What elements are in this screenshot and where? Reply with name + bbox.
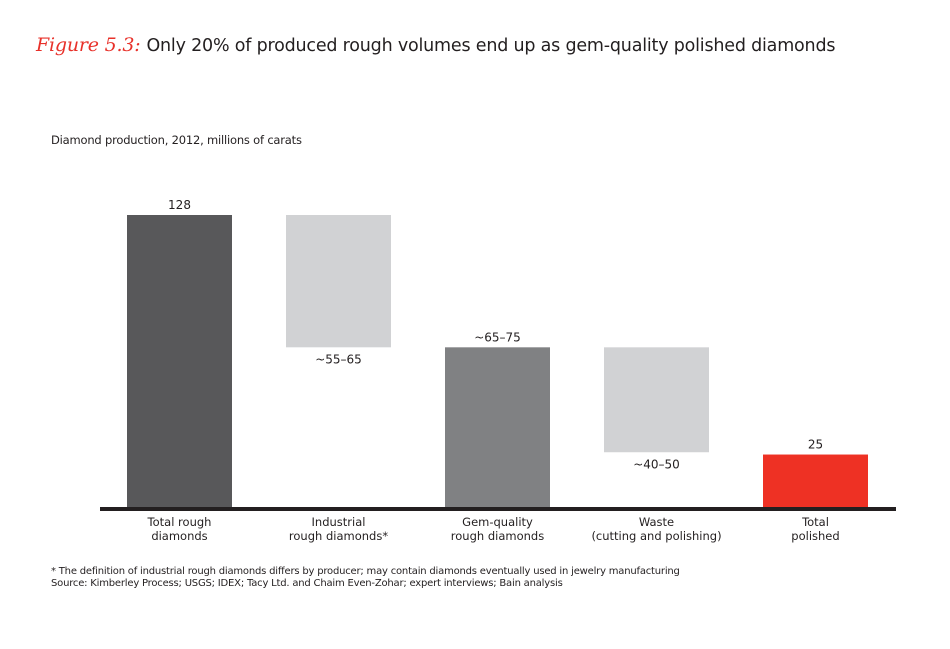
bar-2-decrease <box>286 215 391 348</box>
value-label-4: ~40–50 <box>633 457 680 471</box>
figure-label: Figure 5.3: <box>36 34 141 56</box>
category-label-line: (cutting and polishing) <box>591 529 721 543</box>
category-label-line: diamonds <box>151 529 207 543</box>
category-label-line: Total rough <box>147 515 212 529</box>
value-label-3: ~65–75 <box>474 330 521 344</box>
footnote-source: Source: Kimberley Process; USGS; IDEX; T… <box>51 578 563 589</box>
figure-headline: Only 20% of produced rough volumes end u… <box>146 36 836 56</box>
value-labels-group: 128 ~55–65 ~65–75 ~40–50 25 <box>168 198 823 471</box>
category-label-line: rough diamonds <box>451 529 544 543</box>
category-label-4: Waste (cutting and polishing) <box>591 515 721 543</box>
figure-title: Figure 5.3: Only 20% of produced rough vo… <box>36 34 835 56</box>
category-label-2: Industrial rough diamonds* <box>289 515 388 543</box>
category-label-1: Total rough diamonds <box>147 515 212 543</box>
category-label-line: Gem-quality <box>462 515 533 529</box>
waterfall-chart: 128 ~55–65 ~65–75 ~40–50 25 Total rough diamo… <box>100 198 896 543</box>
category-label-line: rough diamonds* <box>289 529 388 543</box>
bar-1-total <box>127 215 232 507</box>
bars-group <box>127 215 868 507</box>
value-label-1: 128 <box>168 198 191 212</box>
bar-5-final <box>763 454 868 507</box>
footnotes: * The definition of industrial rough dia… <box>51 566 680 590</box>
category-label-line: Industrial <box>312 515 366 529</box>
category-label-line: polished <box>791 529 839 543</box>
bar-4-decrease <box>604 347 709 453</box>
category-label-line: Total <box>801 515 829 529</box>
value-label-5: 25 <box>808 438 823 452</box>
category-label-5: Total polished <box>791 515 839 543</box>
footnote-note: * The definition of industrial rough dia… <box>51 566 680 577</box>
bar-3-subtotal <box>445 347 550 507</box>
category-label-line: Waste <box>639 515 674 529</box>
chart-subtitle: Diamond production, 2012, millions of ca… <box>51 133 302 147</box>
category-label-3: Gem-quality rough diamonds <box>451 515 544 543</box>
value-label-2: ~55–65 <box>315 352 362 366</box>
